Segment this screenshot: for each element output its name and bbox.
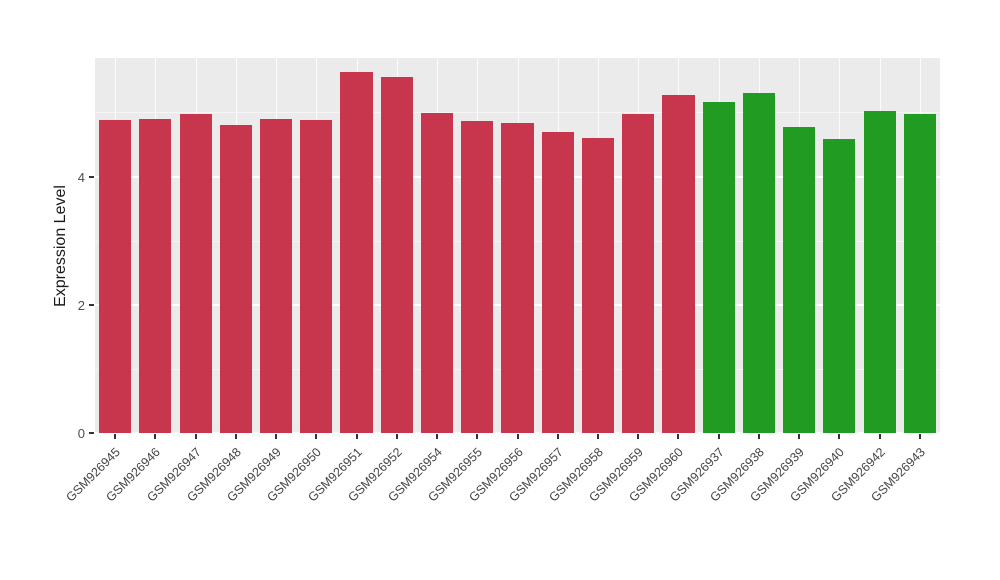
bar bbox=[99, 120, 132, 433]
x-tick-mark bbox=[194, 434, 197, 439]
y-tick-mark bbox=[89, 175, 94, 178]
x-tick-mark bbox=[757, 434, 760, 439]
y-tick-label: 0 bbox=[77, 426, 85, 441]
bar bbox=[501, 122, 534, 433]
bar bbox=[702, 101, 735, 433]
x-tick-mark bbox=[637, 434, 640, 439]
x-tick-mark bbox=[315, 434, 318, 439]
x-tick-mark bbox=[717, 434, 720, 439]
bar bbox=[581, 138, 615, 433]
bar bbox=[420, 112, 454, 433]
bar bbox=[139, 118, 172, 433]
x-tick-mark bbox=[275, 434, 278, 439]
bar bbox=[461, 121, 494, 433]
bar bbox=[259, 118, 293, 433]
x-tick-mark bbox=[516, 434, 519, 439]
x-tick-mark bbox=[436, 434, 439, 439]
x-tick-mark bbox=[596, 434, 599, 439]
x-tick-mark bbox=[918, 434, 921, 439]
bar bbox=[783, 126, 816, 433]
bar bbox=[179, 113, 212, 433]
y-tick-mark bbox=[89, 303, 94, 306]
x-tick-mark bbox=[476, 434, 479, 439]
bar bbox=[541, 131, 574, 433]
y-tick-label: 4 bbox=[77, 169, 85, 185]
y-tick-mark bbox=[89, 432, 94, 434]
bar bbox=[219, 125, 252, 433]
x-tick-mark bbox=[154, 434, 157, 439]
x-tick-mark bbox=[355, 434, 358, 439]
bar bbox=[863, 111, 896, 433]
bar bbox=[622, 113, 655, 433]
bar bbox=[903, 113, 936, 433]
x-tick-mark bbox=[114, 434, 117, 439]
x-tick-mark bbox=[677, 434, 680, 439]
bar bbox=[742, 92, 776, 433]
y-tick-label: 2 bbox=[77, 297, 85, 313]
x-tick-mark bbox=[395, 434, 398, 439]
bar bbox=[823, 139, 856, 433]
bar bbox=[662, 95, 695, 433]
bar bbox=[340, 72, 373, 433]
plot-panel bbox=[95, 58, 940, 434]
x-tick-mark bbox=[878, 434, 881, 439]
x-tick-mark bbox=[798, 434, 801, 439]
bar bbox=[300, 120, 333, 433]
x-tick-mark bbox=[234, 434, 237, 439]
x-tick-mark bbox=[556, 434, 559, 439]
gridline-major bbox=[95, 432, 940, 434]
x-tick-mark bbox=[838, 434, 841, 439]
bar bbox=[380, 76, 413, 433]
